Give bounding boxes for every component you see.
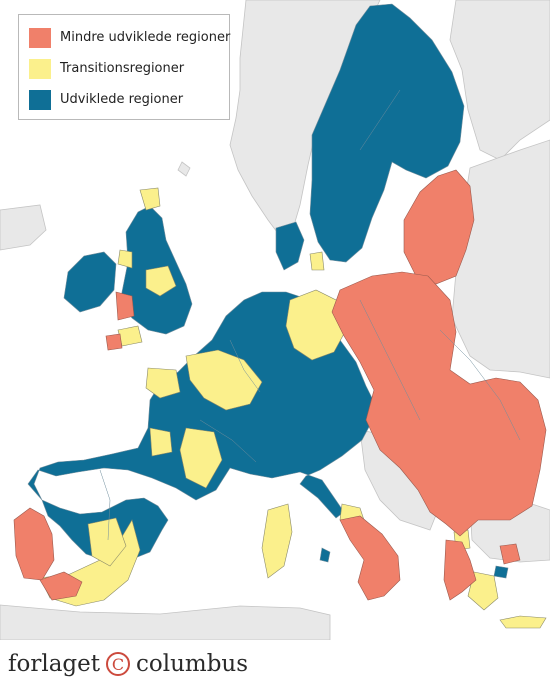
legend: Mindre udviklede regioner Transitionsreg… xyxy=(18,14,230,120)
greece xyxy=(443,539,477,601)
legend-label-developed: Udviklede regioner xyxy=(60,92,184,107)
legend-item-less-developed: Mindre udviklede regioner xyxy=(29,22,230,53)
ireland xyxy=(63,251,117,313)
legend-label-less-developed: Mindre udviklede regioner xyxy=(60,30,231,45)
portugal xyxy=(13,507,55,581)
region-borders xyxy=(99,89,521,541)
denmark xyxy=(275,221,305,271)
europe-region-map xyxy=(0,0,550,640)
legend-item-developed: Udviklede regioner xyxy=(29,84,219,115)
andalusia xyxy=(39,571,83,601)
legend-swatch-transition xyxy=(29,58,51,79)
legend-label-transition: Transitionsregioner xyxy=(60,61,185,76)
legend-item-transition: Transitionsregioner xyxy=(29,53,219,84)
nordic-region xyxy=(309,3,465,263)
publisher-logo: forlaget C columbus xyxy=(8,648,248,680)
baltic-states xyxy=(403,169,475,285)
legend-swatch-developed xyxy=(29,89,51,110)
publisher-name-left: forlaget xyxy=(8,651,100,677)
eastern-europe xyxy=(331,271,547,537)
legend-swatch-less-developed xyxy=(29,27,51,48)
less-developed-regions xyxy=(13,169,547,601)
southern-italy xyxy=(339,515,401,601)
publisher-name-right: columbus xyxy=(136,651,249,677)
copyright-icon: C xyxy=(106,652,130,676)
western-europe xyxy=(27,291,379,561)
